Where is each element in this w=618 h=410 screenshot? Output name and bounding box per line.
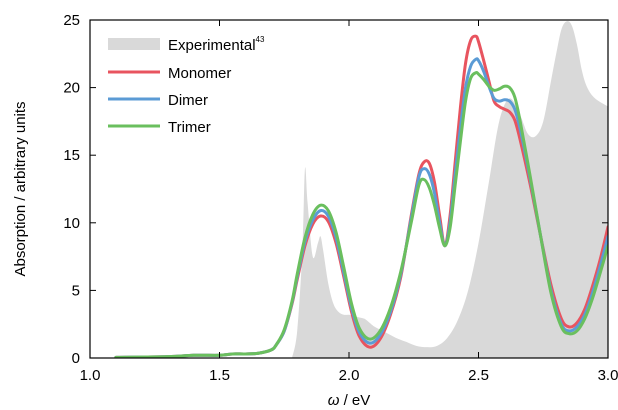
x-tick-label: 2.5 bbox=[468, 367, 489, 384]
x-tick-label: 2.0 bbox=[339, 367, 360, 384]
legend-swatch-experimental bbox=[108, 38, 160, 50]
y-tick-label: 20 bbox=[63, 80, 80, 97]
y-tick-label: 5 bbox=[72, 282, 80, 299]
x-tick-label: 3.0 bbox=[598, 367, 618, 384]
legend-label-experimental: Experimental43 bbox=[168, 35, 265, 54]
axis-ticks: 1.0 1.5 2.0 2.5 3.0 0 5 10 15 20 25 bbox=[63, 12, 618, 384]
plot-area bbox=[114, 21, 608, 358]
y-axis-label: Absorption / arbitrary units bbox=[12, 101, 29, 276]
x-tick-label: 1.5 bbox=[209, 367, 230, 384]
x-axis-unit: / eV bbox=[339, 392, 370, 409]
x-axis-symbol: ω bbox=[328, 392, 340, 409]
y-tick-label: 25 bbox=[63, 12, 80, 29]
legend-label-trimer: Trimer bbox=[168, 119, 211, 136]
y-tick-label: 15 bbox=[63, 147, 80, 164]
y-tick-label: 10 bbox=[63, 215, 80, 232]
y-tick-label: 0 bbox=[72, 350, 80, 367]
legend-label-dimer: Dimer bbox=[168, 92, 208, 109]
x-axis-label: ω / eV bbox=[328, 392, 371, 409]
experimental-area bbox=[292, 21, 608, 358]
legend: Experimental43 Monomer Dimer Trimer bbox=[108, 35, 265, 136]
x-tick-label: 1.0 bbox=[80, 367, 101, 384]
series-line-trimer bbox=[114, 71, 608, 358]
legend-label-monomer: Monomer bbox=[168, 65, 231, 82]
legend-ref-superscript: 43 bbox=[256, 35, 265, 44]
